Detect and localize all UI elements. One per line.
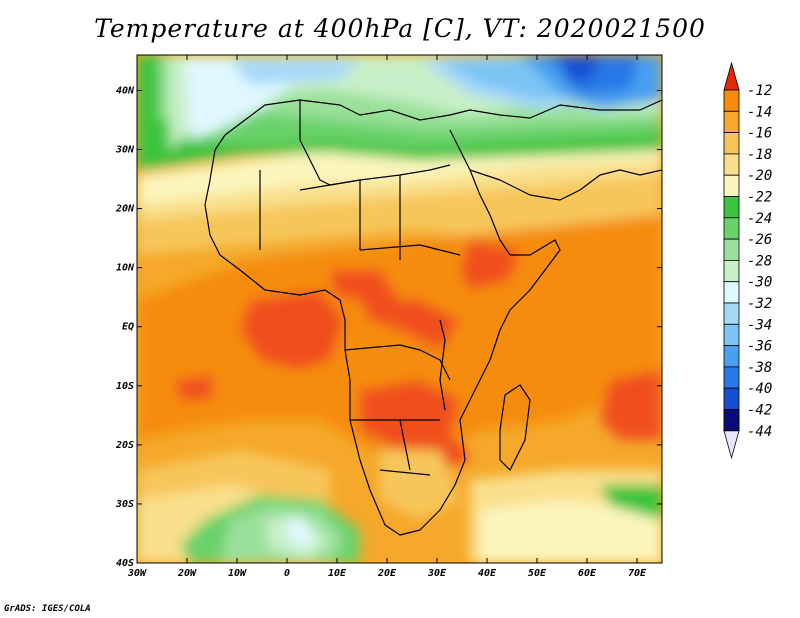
colorbar-swatch xyxy=(723,281,740,304)
x-tick-label: 30W xyxy=(127,568,147,579)
colorbar-swatch xyxy=(723,259,740,283)
y-tick-label: 20N xyxy=(115,204,135,215)
colorbar-label: -14 xyxy=(747,104,772,120)
x-tick-label: 20E xyxy=(377,568,397,579)
y-tick-label: 30S xyxy=(115,499,134,510)
colorbar-swatch xyxy=(723,323,740,346)
x-tick-label: 20W xyxy=(177,568,197,579)
x-tick-label: 60E xyxy=(578,568,597,579)
colorbar-label: -12 xyxy=(747,83,772,99)
colorbar-swatch xyxy=(723,132,740,155)
y-tick-label: 40N xyxy=(116,85,135,96)
colorbar-label: -34 xyxy=(747,317,772,333)
colorbar-swatch xyxy=(723,110,740,134)
colorbar-label: -20 xyxy=(747,168,772,184)
colorbar-swatch xyxy=(723,196,740,219)
colorbar-label: -44 xyxy=(747,424,772,440)
colorbar-swatch xyxy=(723,174,740,197)
colorbar-label: -30 xyxy=(747,275,772,291)
colorbar-swatch xyxy=(723,89,740,112)
colorbar-label: -16 xyxy=(747,126,772,142)
y-tick-label: 30N xyxy=(115,145,135,156)
x-tick-label: 70E xyxy=(628,568,647,579)
colorbar-label: -22 xyxy=(747,190,772,206)
y-tick-label: EQ xyxy=(122,322,134,333)
colorbar-label: -40 xyxy=(747,381,772,397)
map-title: Temperature at 400hPa [C], VT: 202002150… xyxy=(94,14,706,43)
x-tick-label: 10W xyxy=(228,568,247,579)
x-tick-label: 0 xyxy=(284,568,290,579)
colorbar-label: -18 xyxy=(747,147,772,163)
y-tick-label: 10N xyxy=(116,263,135,274)
y-tick-label: 10S xyxy=(116,381,134,392)
colorbar-label: -26 xyxy=(747,232,772,248)
colorbar-swatch xyxy=(723,217,740,240)
colorbar-swatch xyxy=(723,238,740,261)
colorbar-label: -38 xyxy=(747,360,772,376)
colorbar-label: -24 xyxy=(747,211,772,227)
colorbar-swatch xyxy=(723,387,740,410)
temperature-field xyxy=(137,55,662,563)
colorbar-swatch-last xyxy=(723,409,740,432)
colorbar-swatch xyxy=(723,302,740,325)
y-tick-label: 20S xyxy=(115,440,134,451)
colorbar-swatch xyxy=(723,366,740,389)
x-axis: 30W 20W 10W 0 10E 20E 30E 40E 50E 60E 70E xyxy=(127,55,647,579)
credit-text: GrADS: IGES/COLA xyxy=(4,604,91,614)
colorbar-min-arrow xyxy=(723,430,740,460)
x-tick-label: 50E xyxy=(528,568,547,579)
y-tick-label: 40S xyxy=(116,558,134,569)
colorbar-label: -42 xyxy=(747,403,772,419)
colorbar-max-arrow xyxy=(723,61,740,91)
plot-frame xyxy=(136,54,663,564)
x-tick-label: 30E xyxy=(427,568,447,579)
x-tick-label: 10E xyxy=(328,568,347,579)
coastline-overlay xyxy=(204,99,662,536)
y-axis: 40N 30N 20N 10N EQ 10S 20S 30S 40S xyxy=(115,85,662,569)
colorbar-label: -36 xyxy=(747,339,772,355)
colorbar-label: -32 xyxy=(747,296,772,312)
colorbar-label: -28 xyxy=(747,253,772,269)
colorbar-swatch xyxy=(723,153,740,176)
colorbar: -12 -14 -16 -18 -20 -22 -24 -26 -28 -30 -32 -34 -36 -… xyxy=(723,61,772,460)
colorbar-swatch xyxy=(723,345,740,368)
x-tick-label: 40E xyxy=(478,568,497,579)
